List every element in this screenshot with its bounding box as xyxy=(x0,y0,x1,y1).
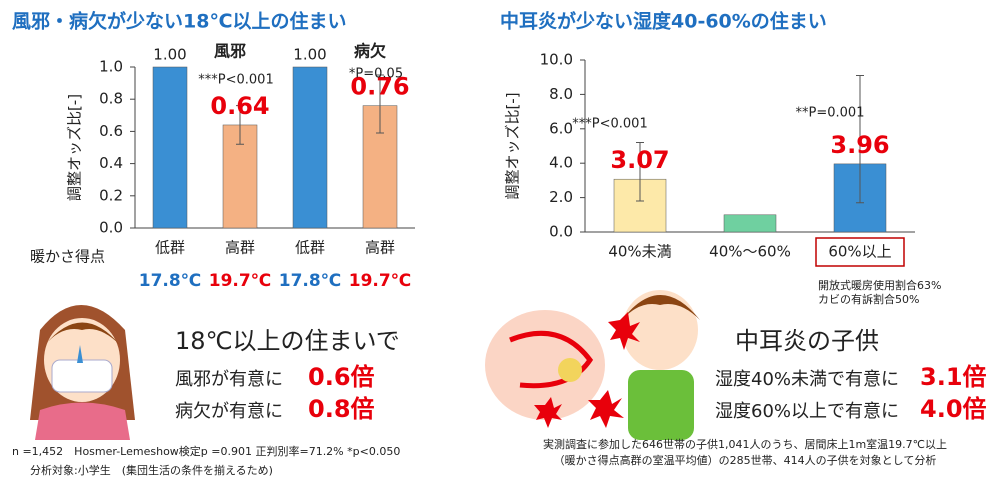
y-tick-label: 0.4 xyxy=(99,154,123,172)
summary-heading: 18℃以上の住まいで xyxy=(175,327,400,355)
footnote: 実測調査に参加した646世帯の子供1,041人のうち、居間床上1m室温19.7℃… xyxy=(543,437,947,451)
chart-title: 中耳炎が少ない湿度40-60%の住まい xyxy=(500,10,827,33)
temperature-label: 17.8℃ xyxy=(139,271,202,291)
note: 開放式暖房使用割合63% xyxy=(818,278,941,292)
summary-value: 0.6倍 xyxy=(308,363,375,391)
summary-text: 風邪が有意に xyxy=(175,369,283,390)
bar xyxy=(292,66,328,229)
data-label: 3.07 xyxy=(610,146,669,174)
summary-heading: 中耳炎の子供 xyxy=(735,327,879,355)
summary-value: 4.0倍 xyxy=(920,395,987,423)
annotation: **P=0.001 xyxy=(796,106,865,121)
y-tick-label: 0.0 xyxy=(549,223,573,241)
data-label: 3.96 xyxy=(830,131,889,159)
x-tick-label: 低群 xyxy=(155,239,185,257)
girl-illustration xyxy=(30,305,135,440)
summary-text: 湿度60%以上で有意に xyxy=(715,401,899,422)
summary-text: 病欠が有意に xyxy=(175,401,283,422)
summary-value: 3.1倍 xyxy=(920,363,987,391)
x-tick-label: 40%未満 xyxy=(608,243,671,261)
data-label: 0.64 xyxy=(210,92,269,120)
error-bar xyxy=(236,105,244,145)
error-bar xyxy=(376,74,384,134)
y-axis-label: 調整オッズ比[-] xyxy=(504,92,522,199)
y-axis-label: 調整オッズ比[-] xyxy=(66,94,84,201)
x-tick-label: 40%～60% xyxy=(709,243,791,261)
x-tick-label: 高群 xyxy=(225,239,255,257)
group-label: 病欠 xyxy=(354,42,386,61)
x-tick-label: 高群 xyxy=(365,239,395,257)
data-label: 0.76 xyxy=(350,73,409,101)
ear-illustration xyxy=(485,310,624,428)
y-tick-label: 0.8 xyxy=(99,90,123,108)
y-tick-label: 6.0 xyxy=(549,119,573,137)
highlight-box xyxy=(815,237,905,267)
footnote: （暖かさ得点高群の室温平均値）の285世帯、414人の子供を対象として分析 xyxy=(554,453,937,467)
temperature-label: 17.8℃ xyxy=(279,271,342,291)
y-tick-label: 1.0 xyxy=(99,58,123,76)
y-tick-label: 0.6 xyxy=(99,122,123,140)
summary-value: 0.8倍 xyxy=(308,395,375,423)
data-label: 1.00 xyxy=(153,46,186,64)
x-axis-label: 暖かさ得点 xyxy=(30,248,105,266)
boy-illustration xyxy=(608,290,700,440)
footnote: 分析対象:小学生 (集団生活の条件を揃えるため) xyxy=(30,463,273,477)
y-tick-label: 2.0 xyxy=(549,188,573,206)
x-tick-label: 60%以上 xyxy=(828,243,891,261)
error-bar xyxy=(856,74,864,204)
error-bar xyxy=(636,142,644,202)
annotation: ***P<0.001 xyxy=(572,117,647,132)
temperature-label: 19.7℃ xyxy=(209,271,272,291)
y-tick-label: 8.0 xyxy=(549,85,573,103)
x-tick-label: 低群 xyxy=(295,239,325,257)
group-label: 風邪 xyxy=(214,42,246,61)
y-tick-label: 10.0 xyxy=(540,51,573,69)
summary-text: 湿度40%未満で有意に xyxy=(715,369,899,390)
y-tick-label: 0.2 xyxy=(99,186,123,204)
y-tick-label: 0.0 xyxy=(99,219,123,237)
footnote: n =1,452 Hosmer-Lemeshow検定p =0.901 正判別率=… xyxy=(12,444,400,458)
chart-title: 風邪・病欠が少ない18℃以上の住まい xyxy=(12,10,346,33)
y-tick-label: 4.0 xyxy=(549,154,573,172)
annotation: *P=0.05 xyxy=(349,67,403,82)
bar xyxy=(723,214,777,233)
bar xyxy=(152,66,188,229)
data-label: 1.00 xyxy=(293,46,326,64)
note: カビの有訴割合50% xyxy=(818,292,919,306)
temperature-label: 19.7℃ xyxy=(349,271,412,291)
annotation: ***P<0.001 xyxy=(198,73,273,88)
